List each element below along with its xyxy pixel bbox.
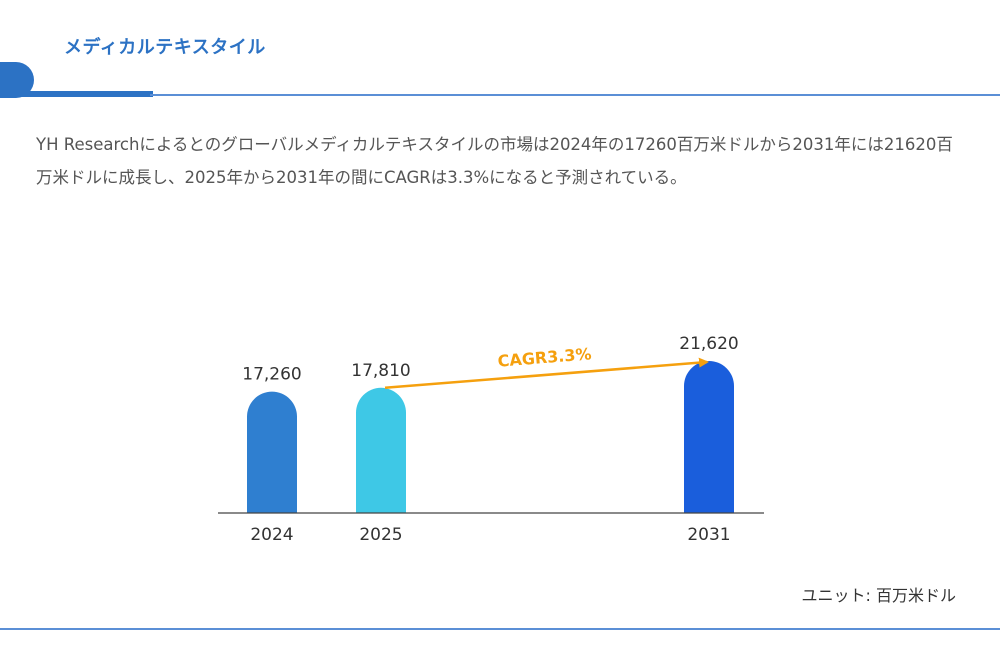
bar-2024 <box>247 391 297 513</box>
category-label: 2031 <box>687 525 730 545</box>
bottom-divider <box>0 628 1000 630</box>
value-label: 17,260 <box>242 365 301 385</box>
value-label: 21,620 <box>679 334 738 354</box>
header-divider <box>150 94 1000 96</box>
cagr-arrow <box>384 357 709 390</box>
cagr-label: CAGR3.3% <box>497 344 592 370</box>
bar-2025 <box>356 387 406 513</box>
section-title: メディカルテキスタイル <box>64 37 266 58</box>
title-underline-accent <box>0 91 153 97</box>
unit-label: ユニット: 百万米ドル <box>801 586 956 605</box>
category-label: 2024 <box>250 525 293 545</box>
value-label: 17,810 <box>351 361 410 381</box>
bar-2031 <box>684 361 734 513</box>
market-description: YH Researchによるとのグローバルメディカルテキスタイルの市場は2024… <box>36 135 953 187</box>
category-label: 2025 <box>359 525 402 545</box>
